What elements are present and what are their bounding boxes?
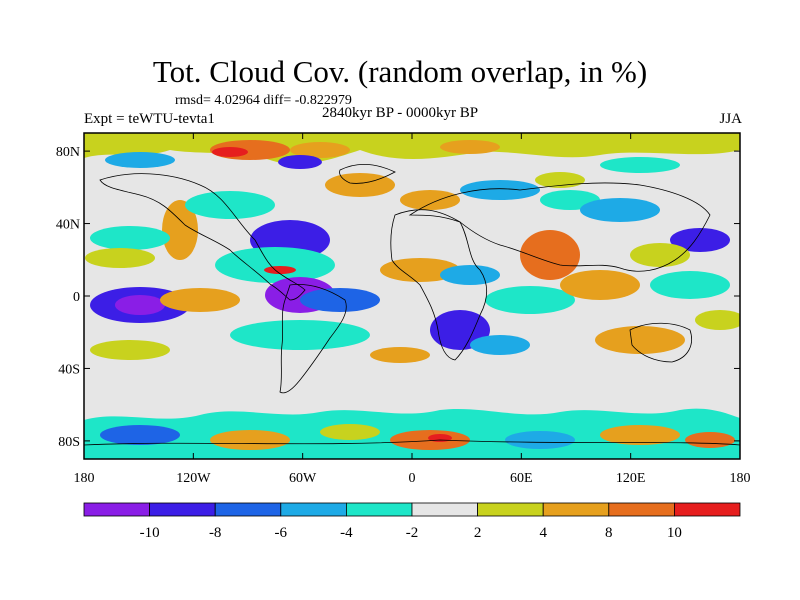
colorbar-swatch	[477, 502, 544, 517]
colorbar-label: -4	[340, 525, 353, 541]
lon-label: 180	[730, 471, 751, 486]
colorbar-label: 10	[667, 525, 682, 541]
colorbar-swatch	[345, 502, 413, 517]
period-label: 2840kyr BP - 0000kyr BP	[321, 105, 479, 121]
season-label: JJA	[719, 111, 742, 127]
stats-text: rmsd= 4.02964 diff= -0.822979	[175, 93, 352, 108]
colorbar-swatch	[608, 502, 675, 517]
colorbar-label: -10	[140, 525, 160, 541]
lon-label: 60W	[289, 471, 317, 486]
lat-label: 40S	[58, 362, 80, 377]
colorbar-swatch	[149, 502, 216, 517]
coastlines	[84, 163, 740, 446]
lat-label: 40N	[56, 218, 80, 233]
lat-label: 80S	[58, 435, 80, 450]
experiment-label: Expt = teWTU-tevta1	[84, 111, 215, 127]
lon-label: 180	[74, 471, 95, 486]
colorbar-swatch	[83, 502, 150, 517]
colorbar-label: 4	[539, 525, 547, 541]
colorbar-swatch	[214, 502, 282, 517]
colorbar-label: -2	[406, 525, 419, 541]
lon-label: 0	[409, 471, 416, 486]
lat-label: 80N	[56, 145, 80, 160]
lon-label: 120E	[616, 471, 646, 486]
colorbar-label: -8	[209, 525, 222, 541]
lon-label: 60E	[510, 471, 533, 486]
colorbar-swatch	[542, 502, 610, 517]
colorbar-label: 2	[474, 525, 482, 541]
colorbar-swatch	[411, 502, 478, 517]
lat-label: 0	[73, 290, 80, 305]
anomaly-field	[84, 133, 740, 459]
latitude-axis: 80N 40N 0 40S 80S	[56, 145, 740, 450]
colorbar-swatch	[280, 502, 347, 517]
map-title: Tot. Cloud Cov. (random overlap, in %)	[152, 54, 648, 89]
longitude-axis: 180 120W 60W 0 60E 120E 180	[74, 133, 751, 486]
colorbar-swatch	[674, 502, 741, 517]
colorbar-label: 8	[605, 525, 613, 541]
colorbar-label: -6	[275, 525, 288, 541]
lon-label: 120W	[176, 471, 211, 486]
colorbar: -10 -8 -6 -4 -2 2 4 8 10	[83, 502, 741, 541]
